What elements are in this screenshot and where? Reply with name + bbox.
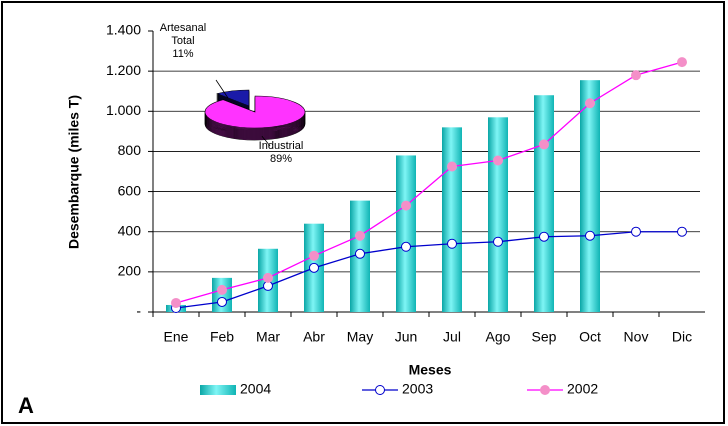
marker xyxy=(309,250,319,261)
pie-label-name: Artesanal Total xyxy=(159,22,207,47)
pie-label: Industrial 89% xyxy=(250,140,312,166)
y-tick-label: 1.200 xyxy=(106,62,141,78)
marker xyxy=(401,241,411,252)
marker xyxy=(539,231,549,242)
bar xyxy=(442,127,462,312)
marker xyxy=(217,296,227,307)
x-tick-label: Mar xyxy=(256,329,280,345)
panel-label: A xyxy=(18,393,34,418)
line xyxy=(175,61,683,304)
bar xyxy=(212,277,232,312)
leader-line xyxy=(261,135,271,147)
y-tick-label: 600 xyxy=(118,182,142,198)
pie-label-name: Industrial xyxy=(258,140,304,152)
marker xyxy=(355,248,365,259)
x-tick-label: Abr xyxy=(303,329,325,345)
marker xyxy=(677,57,687,68)
marker xyxy=(493,155,503,166)
pie-label-value: 11% xyxy=(172,48,194,60)
x-tick-label: Ene xyxy=(164,329,189,345)
x-tick-label: Feb xyxy=(210,329,234,345)
y-tick-label: 1.400 xyxy=(106,22,141,38)
legend-swatch xyxy=(200,385,236,395)
marker xyxy=(631,226,641,237)
legend-label: 2003 xyxy=(402,381,433,397)
leader-line xyxy=(215,79,229,99)
x-axis-title: Meses xyxy=(409,362,452,378)
bar xyxy=(534,95,554,312)
legend-label: 2004 xyxy=(240,381,271,397)
x-tick-label: Dic xyxy=(672,329,692,345)
bar xyxy=(488,117,508,312)
x-tick-label: Ago xyxy=(486,329,511,345)
legend-marker xyxy=(375,385,385,395)
marker xyxy=(171,297,181,308)
bar xyxy=(580,80,600,312)
marker xyxy=(539,139,549,150)
pie-slice xyxy=(204,95,306,129)
pie-label-value: 89% xyxy=(269,153,293,165)
legend-marker xyxy=(540,385,550,395)
marker xyxy=(447,238,457,249)
marker xyxy=(631,70,641,81)
marker xyxy=(677,226,687,237)
x-tick-label: Jul xyxy=(443,329,461,345)
marker xyxy=(585,230,595,241)
x-tick-label: Oct xyxy=(579,329,601,345)
y-tick-label: 400 xyxy=(118,222,142,238)
y-tick-label: 1.000 xyxy=(106,102,141,118)
y-tick-label: - xyxy=(136,303,141,319)
line xyxy=(175,231,682,309)
legend-label: 2002 xyxy=(567,381,598,397)
marker xyxy=(493,236,503,247)
x-tick-label: Nov xyxy=(624,329,649,345)
marker xyxy=(447,161,457,172)
marker xyxy=(355,230,365,241)
bar xyxy=(396,155,416,312)
y-tick-label: 800 xyxy=(118,142,142,158)
y-tick-label: 200 xyxy=(118,263,142,279)
marker xyxy=(585,98,595,109)
marker xyxy=(309,262,319,273)
marker xyxy=(217,284,227,295)
pie-label: Artesanal Total 11% xyxy=(152,22,214,61)
x-tick-label: Sep xyxy=(532,329,557,345)
x-tick-label: Jun xyxy=(395,329,418,345)
x-tick-label: May xyxy=(347,329,373,345)
marker xyxy=(263,272,273,283)
marker xyxy=(401,200,411,211)
y-axis-title: Desembarque (miles T) xyxy=(66,95,82,249)
